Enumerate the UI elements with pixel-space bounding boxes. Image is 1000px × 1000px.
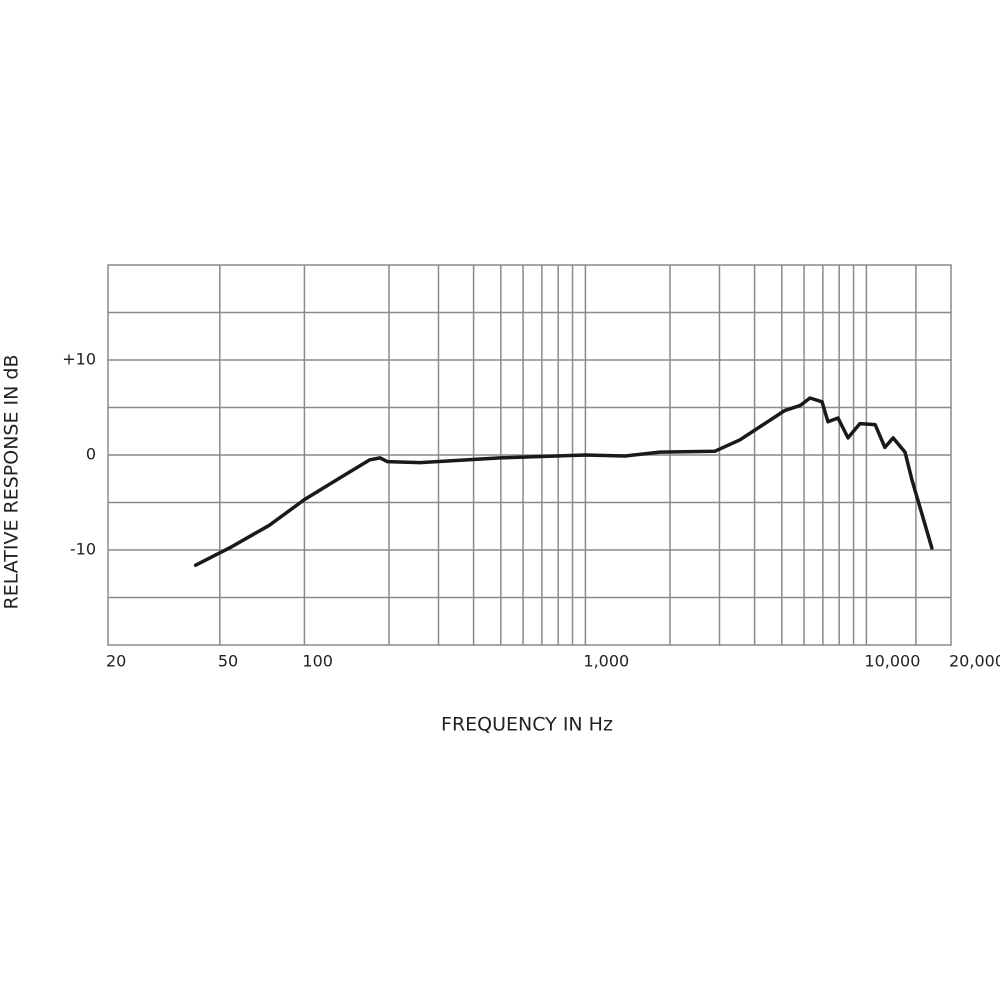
x-tick-label: 1,000 <box>583 652 629 671</box>
response-line <box>193 396 934 567</box>
x-tick-label: 10,000 <box>864 652 920 671</box>
x-tick-label: 100 <box>302 652 333 671</box>
x-tick-label: 50 <box>218 652 238 671</box>
x-tick-label: 20 <box>106 652 126 671</box>
x-axis-label: FREQUENCY IN Hz <box>441 714 613 736</box>
y-tick-label: -10 <box>70 540 96 559</box>
y-tick-label: 0 <box>86 445 96 464</box>
y-axis-label: RELATIVE RESPONSE IN dB <box>1 355 23 610</box>
y-tick-label: +10 <box>62 350 96 369</box>
x-tick-label: 20,000 <box>949 652 1000 671</box>
